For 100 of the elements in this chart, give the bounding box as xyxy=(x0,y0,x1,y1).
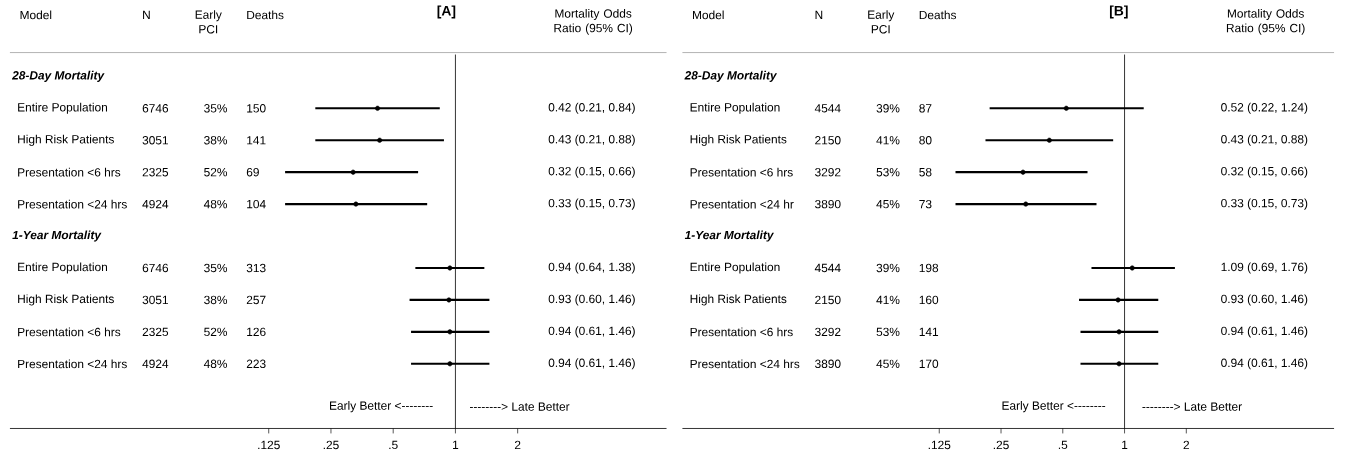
annotation: 3292 xyxy=(815,167,841,177)
annotation: 45% xyxy=(876,199,900,209)
y-tick-label: 28-Day Mortality xyxy=(11,70,105,82)
y-tick-label: Entire Population xyxy=(690,102,780,114)
y-tick-label: Entire Population xyxy=(18,102,108,114)
x-tick-label: 1 xyxy=(453,440,459,449)
text: --------> Late Better xyxy=(1142,402,1242,411)
point xyxy=(350,169,356,175)
y-tick-label: Presentation <24 hrs xyxy=(18,199,127,209)
annotation: 48% xyxy=(203,359,228,368)
annotation: 3292 xyxy=(815,327,841,336)
annotation: 0.43 (0.21, 0.88) xyxy=(548,134,635,146)
y-tick-label: Presentation <24 hr xyxy=(690,199,794,209)
y-tick-label: Presentation <6 hrs xyxy=(18,167,121,177)
annotation: 4544 xyxy=(814,104,841,113)
annotation: 0.94 (0.61, 1.46) xyxy=(548,326,635,338)
chart-title: [A] xyxy=(437,5,456,19)
text: Early PCI xyxy=(195,10,222,34)
y-tick-label: Entire Population xyxy=(18,262,108,274)
text: N xyxy=(815,10,823,19)
annotation: 0.52 (0.22, 1.24) xyxy=(1221,102,1308,114)
point xyxy=(447,265,453,271)
annotation: 170 xyxy=(919,359,939,368)
y-tick-label: 1-Year Mortality xyxy=(12,230,102,242)
annotation: 3051 xyxy=(142,295,168,305)
point xyxy=(353,201,359,207)
text: N xyxy=(143,10,150,19)
annotation: 39% xyxy=(876,103,900,113)
annotation: 0.33 (0.15, 0.73) xyxy=(548,198,635,210)
annotation: 0.32 (0.15, 0.66) xyxy=(1221,166,1308,178)
y-tick-label: High Risk Patients xyxy=(18,294,114,306)
text: Mortality Odds Ratio (95% CI) xyxy=(554,8,633,35)
y-tick-label: Presentation <6 hrs xyxy=(690,167,793,177)
annotation: 0.94 (0.64, 1.38) xyxy=(548,262,635,274)
annotation: 3890 xyxy=(815,199,841,209)
text: Early Better <-------- xyxy=(330,400,433,413)
y-tick-label: High Risk Patients xyxy=(690,294,787,306)
x-tick-label: .125 xyxy=(258,440,280,450)
text: Deaths xyxy=(919,10,957,20)
annotation: 38% xyxy=(204,135,228,145)
y-tick-label: High Risk Patients xyxy=(18,134,114,146)
annotation: 87 xyxy=(919,103,932,113)
annotation: 2325 xyxy=(142,167,169,177)
text: Deaths xyxy=(247,10,284,20)
annotation: 0.93 (0.60, 1.46) xyxy=(548,294,635,306)
annotation: 0.43 (0.21, 0.88) xyxy=(1221,134,1308,146)
annotation: 4924 xyxy=(142,199,169,209)
y-tick-label: 1-Year Mortality xyxy=(684,230,774,242)
annotation: 223 xyxy=(246,359,266,368)
x-tick-label: .5 xyxy=(389,440,398,449)
annotation: 4924 xyxy=(142,359,169,368)
point xyxy=(1023,201,1029,207)
annotation: 2325 xyxy=(142,327,169,336)
annotation: 38% xyxy=(204,295,228,305)
annotation: 52% xyxy=(204,167,228,177)
annotation: 6746 xyxy=(142,103,169,113)
text: --------> Late Better xyxy=(469,402,570,411)
annotation: 45% xyxy=(876,359,900,368)
annotation: 0.94 (0.61, 1.46) xyxy=(548,358,635,370)
y-tick-label: Entire Population xyxy=(690,262,780,274)
annotation: 35% xyxy=(204,263,228,273)
annotation: 53% xyxy=(876,167,900,177)
annotation: 73 xyxy=(919,199,932,209)
annotation: 313 xyxy=(246,263,266,273)
annotation: 48% xyxy=(203,199,228,209)
x-tick-label: .125 xyxy=(928,440,951,450)
annotation: 3051 xyxy=(142,135,168,145)
annotation: 198 xyxy=(919,263,939,273)
x-tick-label: .25 xyxy=(993,440,1009,450)
point xyxy=(446,297,452,303)
text: Mortality Odds Ratio (95% CI) xyxy=(1226,8,1305,35)
annotation: 35% xyxy=(204,103,228,113)
annotation: 141 xyxy=(247,136,266,145)
annotation: 1.09 (0.69, 1.76) xyxy=(1221,262,1308,274)
annotation: 53% xyxy=(876,327,900,336)
annotation: 0.32 (0.15, 0.66) xyxy=(548,166,635,178)
text: Early PCI xyxy=(868,10,895,34)
annotation: 160 xyxy=(919,295,939,305)
y-axis-title: Model xyxy=(20,10,52,20)
annotation: 126 xyxy=(247,327,266,336)
point xyxy=(1116,329,1122,335)
point xyxy=(447,361,453,367)
annotation: 41% xyxy=(876,295,900,304)
y-tick-label: Presentation <6 hrs xyxy=(690,327,793,337)
x-tick-label: 2 xyxy=(514,440,521,449)
annotation: 2150 xyxy=(815,295,841,305)
y-tick-label: High Risk Patients xyxy=(690,134,787,146)
annotation: 4544 xyxy=(814,263,841,273)
annotation: 0.93 (0.60, 1.46) xyxy=(1221,294,1308,306)
y-axis-title: Model xyxy=(693,10,724,20)
y-tick-label: Presentation <24 hrs xyxy=(18,359,127,369)
annotation: 104 xyxy=(247,199,266,209)
x-tick-label: 2 xyxy=(1183,440,1190,449)
annotation: 3890 xyxy=(815,359,841,368)
x-tick-label: .5 xyxy=(1058,440,1068,449)
annotation: 141 xyxy=(919,327,939,336)
annotation: 0.42 (0.21, 0.84) xyxy=(548,102,635,114)
text: Early Better <-------- xyxy=(1002,400,1106,413)
annotation: 150 xyxy=(247,103,266,113)
annotation: 80 xyxy=(919,135,932,145)
